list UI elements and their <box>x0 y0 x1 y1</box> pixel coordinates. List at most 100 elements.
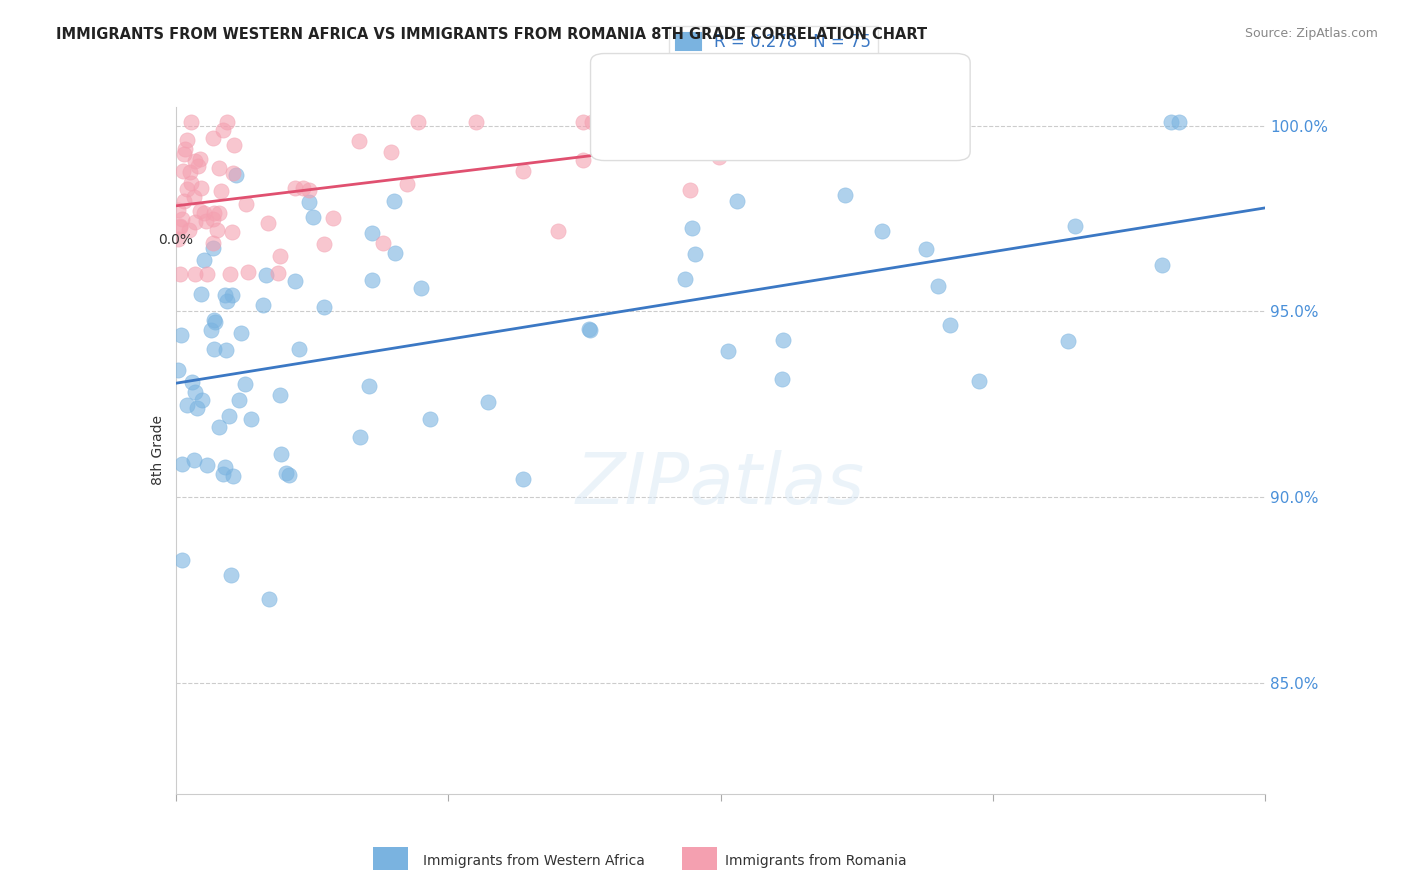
Point <box>360 226 382 240</box>
Point <box>181 376 204 390</box>
Legend: R = 0.278   N = 75, R = 0.345   N = 69: R = 0.278 N = 75, R = 0.345 N = 69 <box>669 26 877 84</box>
Point <box>170 553 193 567</box>
Point <box>409 281 432 295</box>
Point <box>512 164 534 178</box>
Point <box>184 267 207 281</box>
Point <box>183 453 205 467</box>
Point <box>173 146 195 161</box>
Point <box>938 318 960 332</box>
Point <box>269 388 291 402</box>
Point <box>512 472 534 486</box>
Point <box>717 344 740 359</box>
Point <box>193 206 215 220</box>
Point <box>380 145 402 160</box>
Point <box>578 322 600 336</box>
Point <box>201 241 224 255</box>
Point <box>224 137 246 152</box>
Point <box>177 223 200 237</box>
Point <box>217 294 239 309</box>
Point <box>221 226 243 240</box>
Point <box>347 135 370 149</box>
Point <box>201 131 224 145</box>
Point <box>201 236 224 251</box>
Point <box>172 163 194 178</box>
Point <box>349 429 371 443</box>
Point <box>254 268 277 282</box>
Point <box>675 134 697 148</box>
Point <box>183 189 205 203</box>
Point <box>167 202 190 217</box>
Point <box>298 182 321 196</box>
Point <box>725 194 748 208</box>
Point <box>229 326 252 341</box>
Point <box>202 206 225 220</box>
Point <box>208 419 231 434</box>
Text: ZIPatlas: ZIPatlas <box>576 450 865 519</box>
Point <box>190 286 212 301</box>
Point <box>236 265 259 279</box>
Point <box>193 252 215 267</box>
Point <box>184 385 207 400</box>
Y-axis label: 8th Grade: 8th Grade <box>150 416 165 485</box>
Point <box>191 392 214 407</box>
Point <box>396 177 419 191</box>
Point <box>205 223 228 237</box>
Point <box>222 166 245 180</box>
Point <box>464 115 486 129</box>
Point <box>298 194 321 209</box>
Point <box>314 300 336 314</box>
Point <box>1160 115 1182 129</box>
Point <box>194 214 217 228</box>
Text: 0.0%: 0.0% <box>159 233 193 247</box>
Point <box>167 363 190 377</box>
Point <box>201 211 224 226</box>
Point <box>270 448 292 462</box>
Point <box>581 115 603 129</box>
Point <box>221 468 243 483</box>
Point <box>1150 258 1173 272</box>
Point <box>218 409 240 423</box>
Point <box>200 323 222 337</box>
Point <box>235 197 257 211</box>
Point <box>208 206 231 220</box>
Point <box>915 242 938 256</box>
Point <box>302 211 325 225</box>
Point <box>673 272 696 286</box>
Point <box>547 224 569 238</box>
Point <box>170 328 193 343</box>
Point <box>167 232 190 246</box>
Point <box>384 194 406 208</box>
Point <box>685 123 707 137</box>
Point <box>772 333 794 347</box>
Point <box>669 128 692 142</box>
Point <box>188 204 211 219</box>
Point <box>172 212 194 227</box>
Text: Immigrants from Western Africa: Immigrants from Western Africa <box>423 854 645 868</box>
Point <box>267 266 290 280</box>
Point <box>221 287 243 301</box>
Point <box>202 343 225 357</box>
Point <box>278 468 301 483</box>
Point <box>169 219 191 234</box>
Point <box>477 395 499 409</box>
Point <box>219 568 242 582</box>
Point <box>384 246 406 260</box>
Point <box>169 267 191 281</box>
Point <box>359 379 381 393</box>
Point <box>190 181 212 195</box>
Point <box>187 159 209 173</box>
Point <box>174 142 197 156</box>
Point <box>179 165 201 179</box>
Point <box>172 457 194 471</box>
Point <box>284 181 307 195</box>
Point <box>188 152 211 166</box>
Point <box>219 267 242 281</box>
Point <box>406 115 429 129</box>
Point <box>180 115 202 129</box>
Point <box>233 376 256 391</box>
Point <box>228 392 250 407</box>
Point <box>180 176 202 190</box>
Point <box>291 181 314 195</box>
Point <box>322 211 344 225</box>
Point <box>183 153 205 168</box>
